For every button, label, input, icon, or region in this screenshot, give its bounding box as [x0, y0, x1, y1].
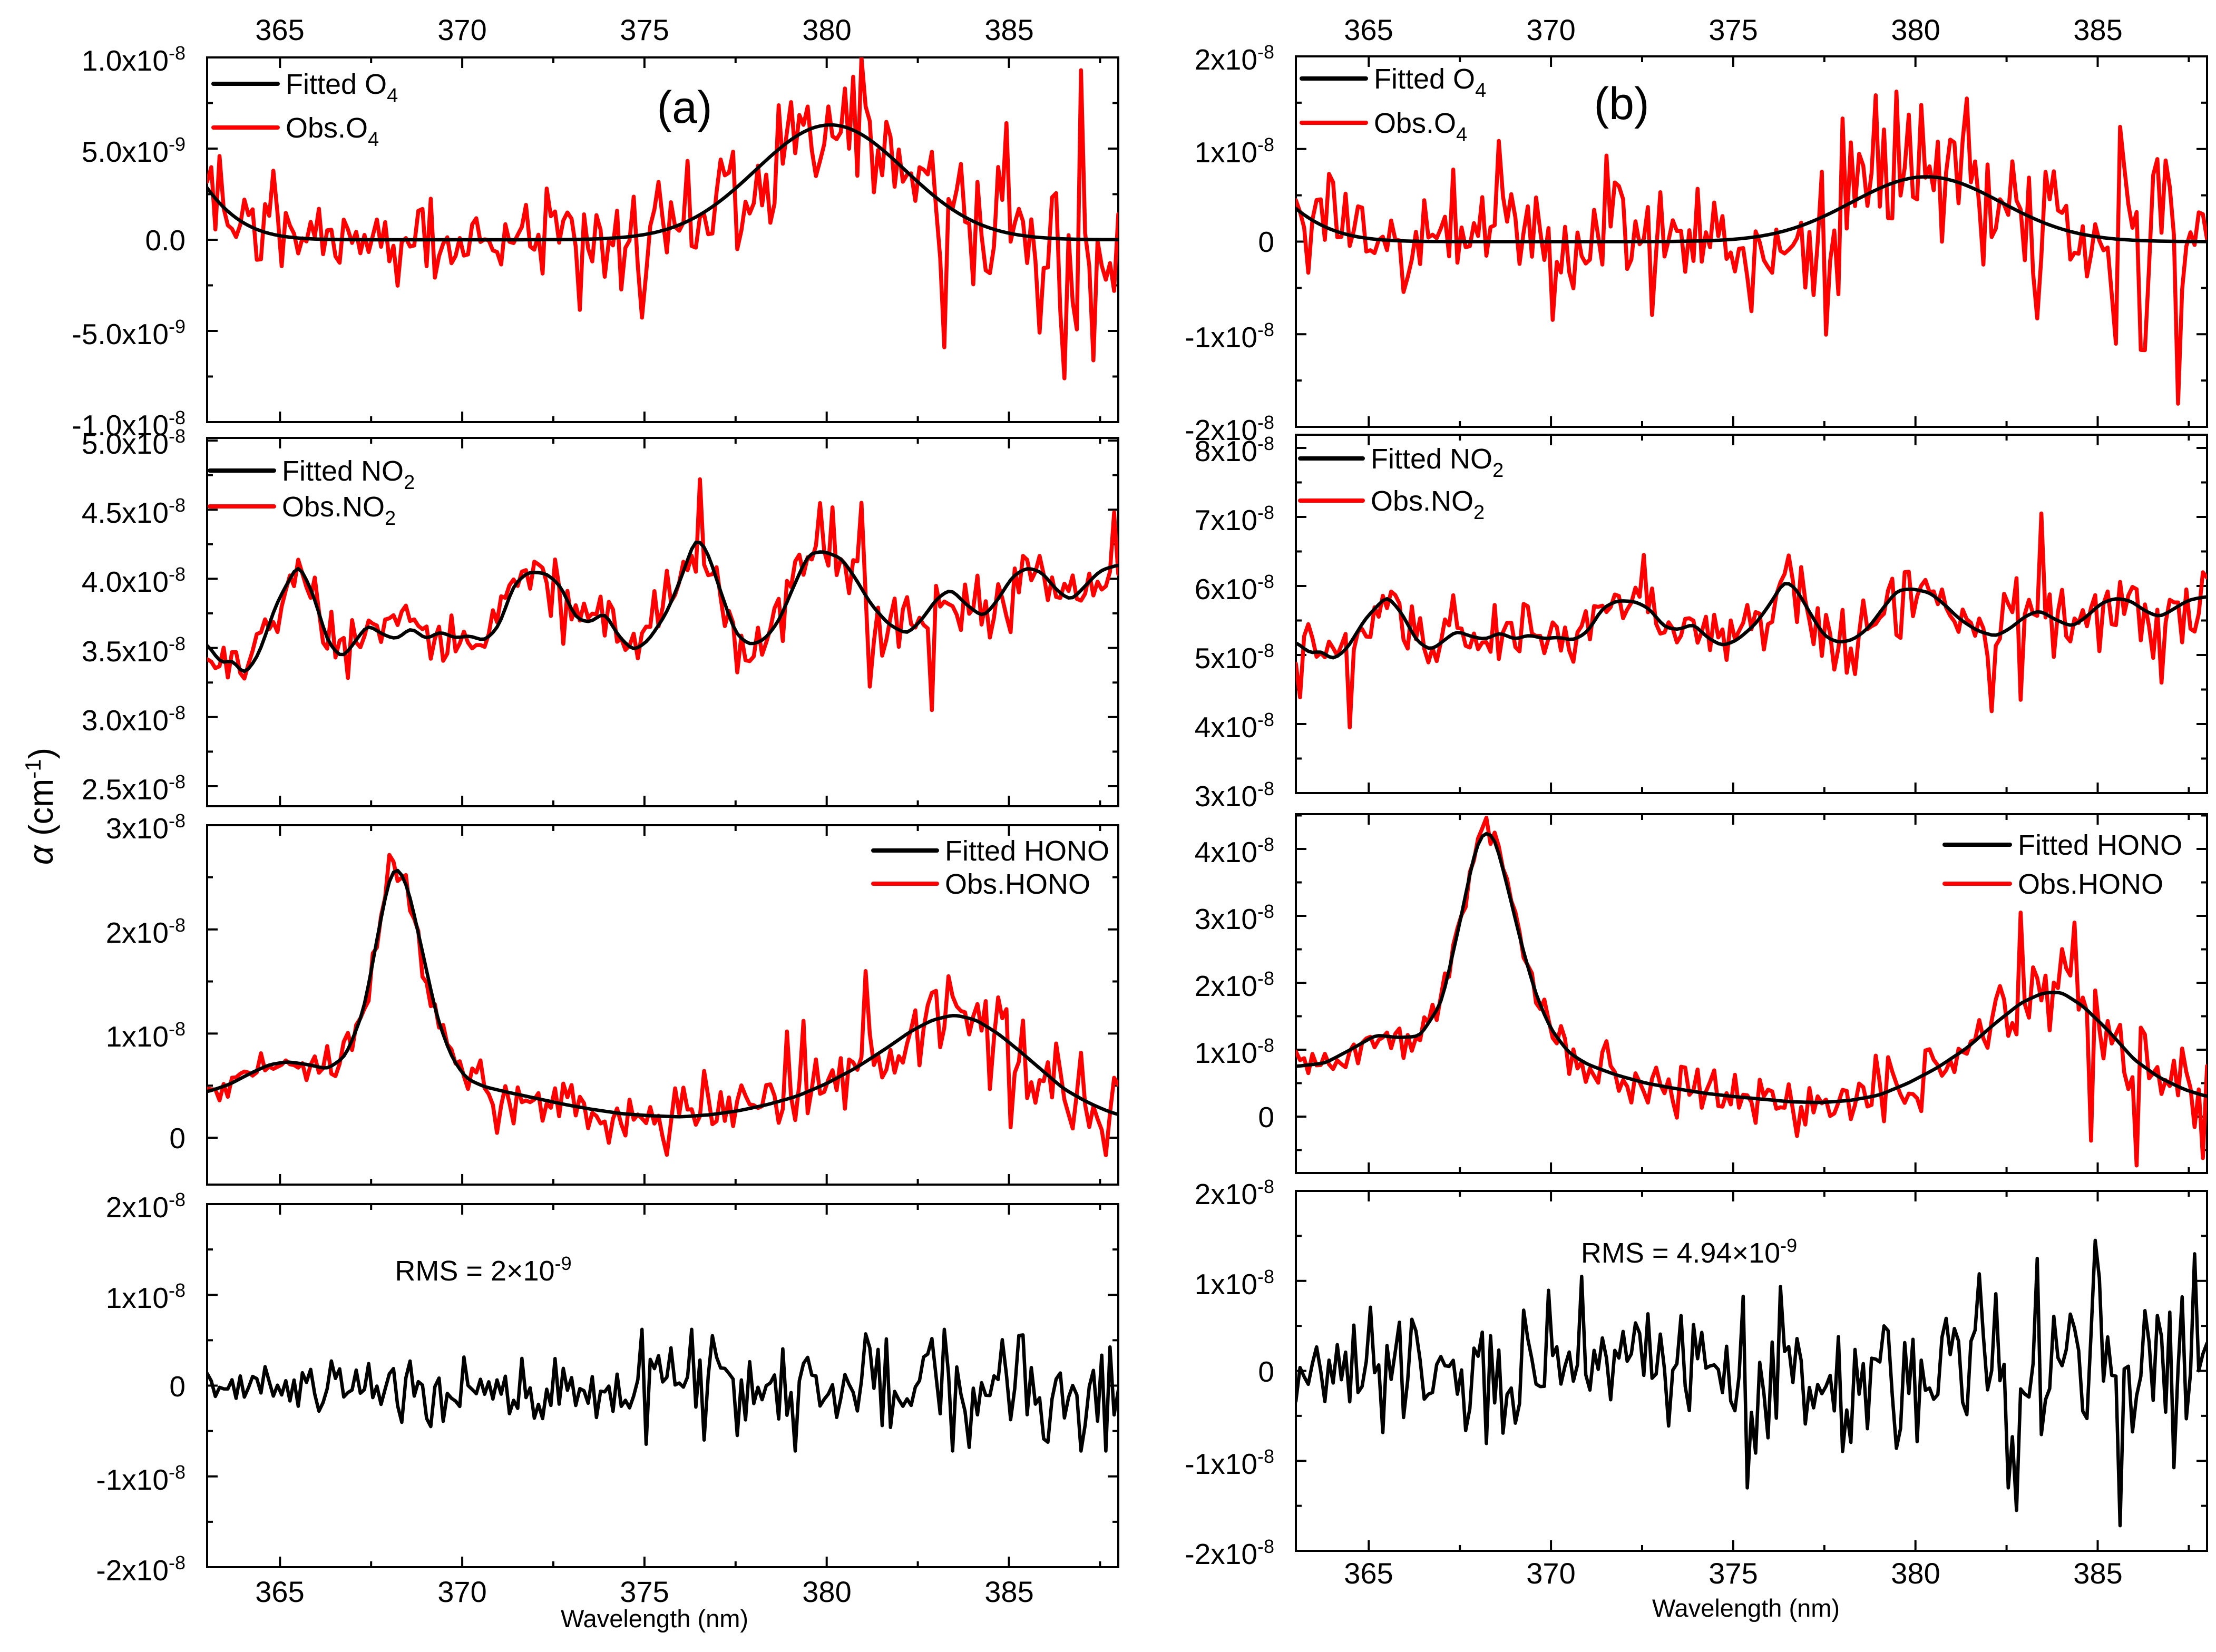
svg-text:3.0x10-8: 3.0x10-8 — [82, 702, 186, 737]
svg-text:5.0x10-9: 5.0x10-9 — [82, 133, 186, 168]
svg-text:3.5x10-8: 3.5x10-8 — [82, 633, 186, 668]
svg-text:3x10-8: 3x10-8 — [106, 810, 186, 845]
svg-text:0: 0 — [169, 1122, 186, 1155]
svg-text:Wavelength (nm): Wavelength (nm) — [1652, 1594, 1840, 1622]
svg-text:365: 365 — [255, 13, 304, 46]
svg-text:Obs.HONO: Obs.HONO — [2018, 868, 2163, 900]
svg-text:0: 0 — [1258, 226, 1274, 258]
svg-text:370: 370 — [437, 1575, 486, 1608]
svg-text:Fitted HONO: Fitted HONO — [945, 835, 1109, 867]
svg-text:RMS = 2×10-9: RMS = 2×10-9 — [395, 1253, 571, 1287]
svg-text:385: 385 — [984, 13, 1033, 46]
svg-text:385: 385 — [2073, 13, 2122, 46]
svg-text:Obs.HONO: Obs.HONO — [945, 868, 1090, 900]
svg-text:(a): (a) — [657, 82, 712, 133]
svg-text:2x10-8: 2x10-8 — [106, 1189, 186, 1224]
svg-text:380: 380 — [1891, 1557, 1940, 1590]
svg-text:Fitted HONO: Fitted HONO — [2018, 829, 2182, 861]
svg-text:RMS = 4.94×10-9: RMS = 4.94×10-9 — [1581, 1235, 1797, 1269]
svg-text:375: 375 — [620, 1575, 669, 1608]
svg-text:0.0: 0.0 — [145, 224, 186, 257]
svg-text:4.5x10-8: 4.5x10-8 — [82, 494, 186, 529]
svg-text:-5.0x10-9: -5.0x10-9 — [72, 316, 186, 350]
svg-text:Wavelength (nm): Wavelength (nm) — [561, 1605, 748, 1633]
svg-text:0: 0 — [1258, 1355, 1274, 1388]
svg-text:0: 0 — [169, 1370, 186, 1403]
svg-text:1.0x10-8: 1.0x10-8 — [82, 42, 186, 77]
svg-text:370: 370 — [1526, 1557, 1575, 1590]
svg-text:-1.0x10-8: -1.0x10-8 — [72, 407, 186, 442]
svg-text:370: 370 — [1526, 13, 1575, 46]
svg-text:380: 380 — [802, 13, 851, 46]
svg-text:2.5x10-8: 2.5x10-8 — [82, 771, 186, 806]
svg-text:365: 365 — [255, 1575, 304, 1608]
svg-text:380: 380 — [802, 1575, 851, 1608]
svg-text:375: 375 — [1709, 13, 1758, 46]
svg-text:(b): (b) — [1594, 79, 1649, 129]
svg-text:0: 0 — [1258, 1101, 1274, 1133]
svg-text:380: 380 — [1891, 13, 1940, 46]
svg-text:365: 365 — [1344, 13, 1393, 46]
svg-text:375: 375 — [620, 13, 669, 46]
svg-text:370: 370 — [437, 13, 486, 46]
svg-text:385: 385 — [2073, 1557, 2122, 1590]
svg-text:385: 385 — [984, 1575, 1033, 1608]
svg-text:4.0x10-8: 4.0x10-8 — [82, 563, 186, 598]
svg-text:365: 365 — [1344, 1557, 1393, 1590]
svg-text:5.0x10-8: 5.0x10-8 — [82, 425, 186, 460]
svg-text:375: 375 — [1709, 1557, 1758, 1590]
